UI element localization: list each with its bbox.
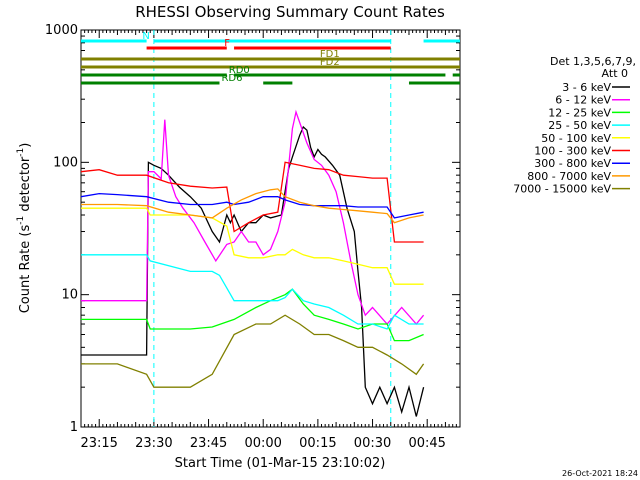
y-axis-label: Count Rate (s-1 detector-1) [16,143,33,314]
plot-frame [80,29,461,428]
chart-title: RHESSI Observing Summary Count Rates [135,3,445,21]
legend-label: 300 - 800 keV [534,157,611,170]
plot-area: 1 10 100 1000 23:15 23:30 23:45 00:00 00:15 00:30… [45,23,461,451]
x-tick-label: 00:15 [299,436,336,451]
x-axis-label: Start Time (01-Mar-15 23:10:02) [175,456,386,471]
y-tick-label: 100 [53,155,78,170]
series-line-7 [81,188,424,224]
segment-label: FD1 [320,49,340,60]
legend-label: 50 - 100 keV [541,132,611,145]
series-line-3 [81,254,424,330]
legend-label: 6 - 12 keV [555,94,611,107]
x-tick-label: 23:45 [190,436,227,451]
y-tick-label: 1 [70,420,78,435]
legend-label: 25 - 50 keV [548,119,611,132]
timestamp: 26-Oct-2021 18:24 [562,469,638,478]
legend-label: 3 - 6 keV [562,81,611,94]
segment-label: RD0 [229,65,250,76]
legend-label: 100 - 300 keV [534,145,611,158]
series-line-0 [81,125,425,417]
x-tick-label: 00:00 [244,436,281,451]
legend-label: 800 - 7000 keV [527,170,611,183]
legend-header-line2: Att 0 [602,67,628,80]
segment-label: RD6 [221,73,242,84]
svg-text:Count Rate (s-1 detector-1): Count Rate (s-1 detector-1) [16,143,33,314]
legend-header-line1: Det 1,3,5,6,7,9, [550,55,636,68]
series-line-1 [81,109,425,325]
legend-label: 12 - 25 keV [548,106,611,119]
segment-label: N [142,31,149,42]
x-tick-label: 00:45 [408,436,445,451]
segment-label: FD2 [320,57,340,68]
x-tick-label: 23:30 [135,436,172,451]
series-line-5 [80,161,424,243]
y-tick-label: 1000 [45,23,78,38]
y-tick-label: 10 [61,288,78,303]
x-tick-label: 23:15 [80,436,117,451]
series-line-4 [81,207,424,285]
legend-label: 7000 - 15000 keV [513,183,611,196]
series-line-2 [81,288,424,342]
series-line-8 [81,314,425,388]
x-tick-label: 00:30 [354,436,391,451]
segment-label: F [224,38,230,49]
series-line-6 [80,192,424,219]
